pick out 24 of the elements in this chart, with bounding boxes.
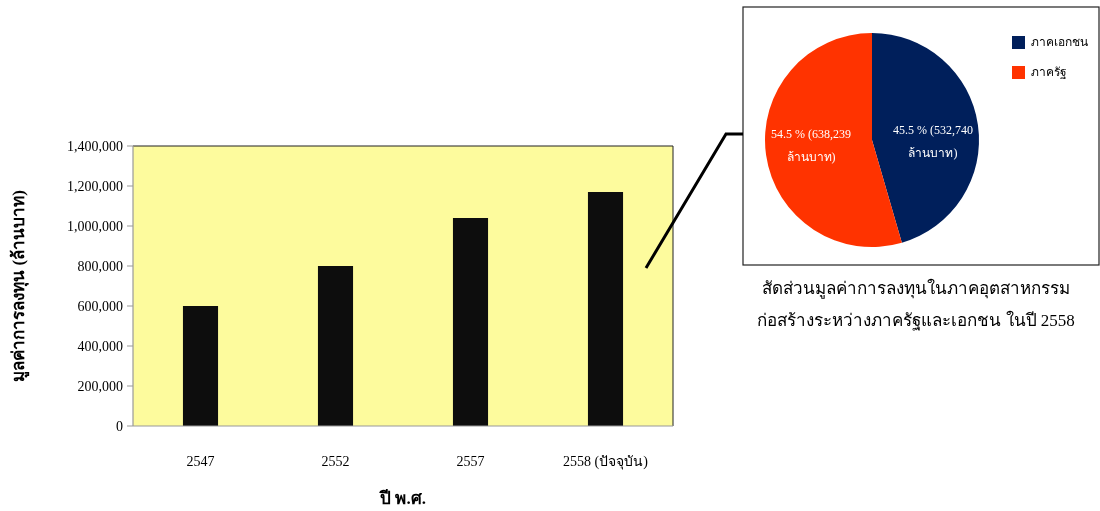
- legend-label: ภาคเอกชน: [1031, 35, 1088, 50]
- data-label: 45.5 % (532,740 ล้านบาท): [892, 122, 973, 160]
- data-label: 54.5 % (638,239 ล้านบาท): [771, 127, 852, 165]
- y-tick-label: 0: [116, 418, 123, 434]
- bar: [452, 218, 489, 426]
- x-tick-label: 2552: [321, 454, 350, 469]
- y-axis-title: มูลค่าการลงทุน (ล้านบาท): [9, 190, 30, 382]
- y-tick-label: 1,200,000: [67, 178, 123, 194]
- bar: [317, 266, 354, 426]
- y-tick-label: 1,400,000: [67, 138, 123, 154]
- legend-label: ภาครัฐ: [1031, 65, 1067, 80]
- bar: [587, 192, 624, 426]
- pie-slice: [872, 33, 979, 243]
- x-tick-label: 2558 (ปัจจุบัน): [563, 454, 649, 470]
- y-tick-label: 1,000,000: [67, 218, 123, 234]
- text: สัดส่วนมูลค่าการลงทุนในภาคอุตสาหกรรม ก่อสร้างระหว่างภาครัฐและเอกชน ในปี 2558: [757, 278, 1075, 331]
- y-tick-label: 800,000: [77, 258, 123, 274]
- x-tick-label: 2547: [186, 454, 215, 469]
- bar: [182, 306, 219, 426]
- y-tick-label: 200,000: [77, 378, 123, 394]
- x-tick-label: 2557: [456, 454, 485, 469]
- y-tick-label: 400,000: [77, 338, 123, 354]
- y-tick-label: 600,000: [77, 298, 123, 314]
- x-axis-title: ปี พ.ศ.: [379, 488, 426, 508]
